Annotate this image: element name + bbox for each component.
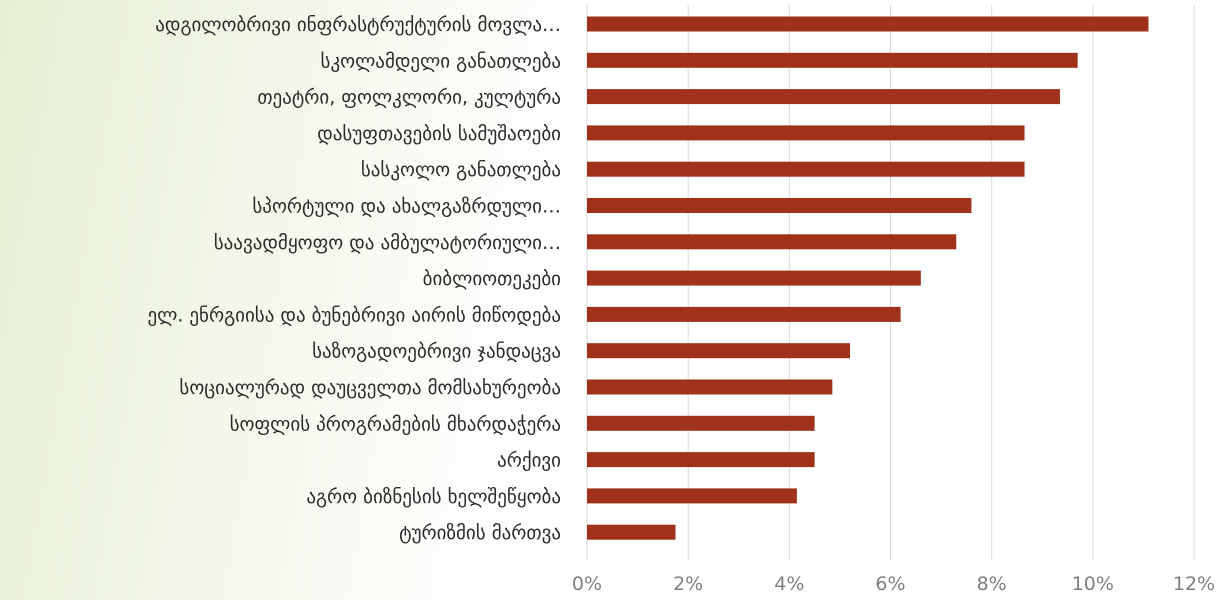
bar [587,488,797,504]
category-label: ტურიზმის მართვა [399,522,561,544]
category-label: არქივი [497,450,561,472]
bar [587,306,901,322]
bar [587,270,921,286]
x-tick-label: 4% [774,573,804,595]
x-tick-label: 10% [1072,573,1114,595]
x-tick-label: 6% [875,573,905,595]
bar [587,452,815,468]
category-label: სკოლამდელი განათლება [321,50,561,72]
category-label: საზოგადოებრივი ჯანდაცვა [312,341,561,363]
category-label: თეატრი, ფოლკლორი, კულტურა [257,87,561,109]
category-label: ელ. ენრგიისა და ბუნებრივი აირის მიწოდება [147,304,561,326]
bar [587,415,815,431]
bar [587,52,1078,68]
x-tick-label: 8% [977,573,1007,595]
bar [587,234,957,250]
bar [587,16,1149,32]
category-label: აგრო ბიზნესის ხელშეწყობა [306,486,561,508]
category-label: სპორტული და ახალგაზრდული… [252,196,561,218]
category-label: სასკოლო განათლება [361,159,561,181]
bar [587,379,833,395]
bar [587,524,676,540]
x-axis-tick-labels: 0% 2% 4% 6% 8% 10% 12% [572,573,1215,595]
category-label: სოფლის პროგრამების მხარდაჭერა [230,413,561,435]
category-label: ადგილობრივი ინფრასტრუქტურის მოვლა… [155,14,561,36]
bar [587,89,1060,105]
category-labels: ადგილობრივი ინფრასტრუქტურის მოვლა… სკოლამ… [147,14,561,544]
bar [587,343,851,359]
category-label: დასუფთავების სამუშაოები [317,123,561,145]
category-label: საავადმყოფო და ამბულატორიული… [214,232,561,254]
x-tick-label: 12% [1173,573,1215,595]
bars [587,16,1149,540]
bar [587,125,1025,141]
bar [587,198,972,213]
x-tick-label: 0% [572,573,602,595]
x-tick-label: 2% [673,573,703,595]
category-label: ბიბლიოთეკები [423,268,561,290]
category-label: სოციალურად დაუცველთა მომსახურეობა [179,377,561,399]
bar [587,161,1025,177]
